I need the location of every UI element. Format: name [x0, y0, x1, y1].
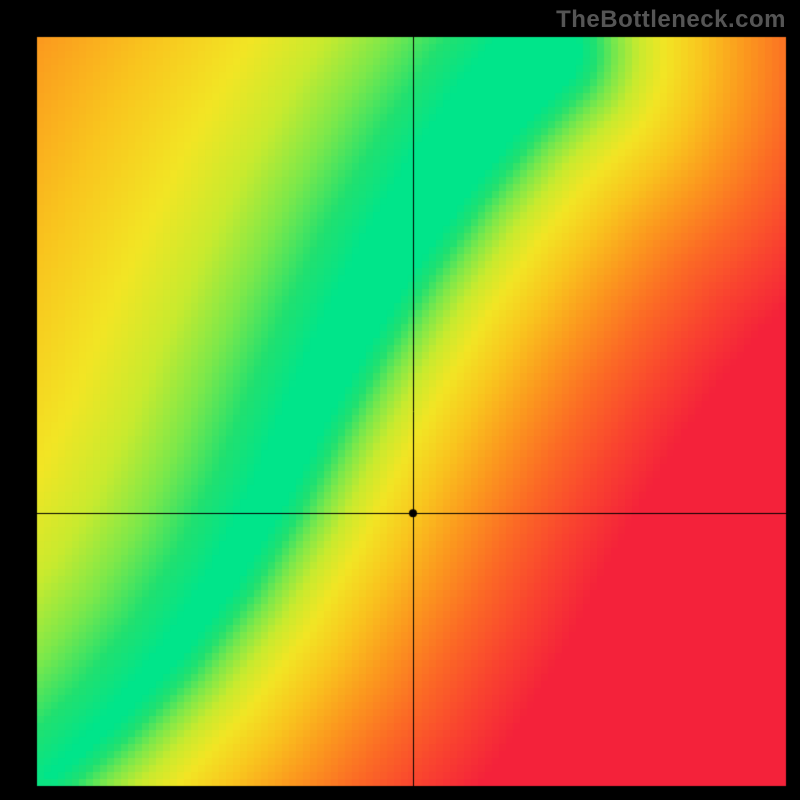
bottleneck-heatmap — [0, 0, 800, 800]
chart-container: TheBottleneck.com — [0, 0, 800, 800]
watermark-text: TheBottleneck.com — [556, 6, 786, 34]
